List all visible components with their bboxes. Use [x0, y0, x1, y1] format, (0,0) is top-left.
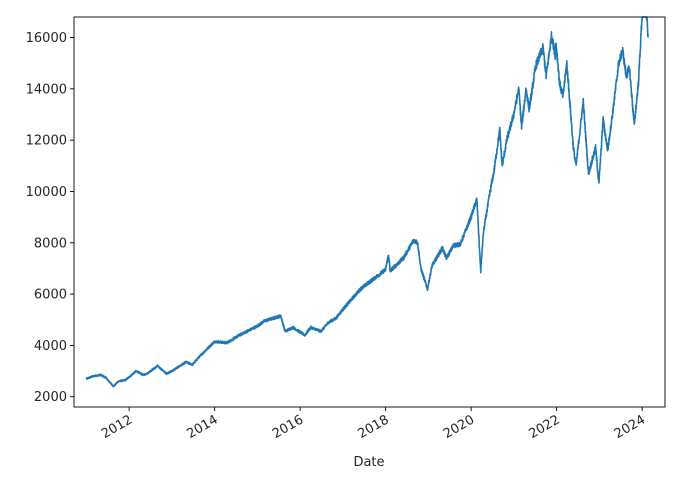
x-tick-label: 2018: [355, 412, 391, 442]
y-tick-label: 10000: [26, 185, 67, 200]
x-axis-label: Date: [353, 455, 384, 470]
y-tick-label: 4000: [34, 339, 67, 354]
plot-area: [74, 17, 665, 407]
x-tick-label: 2012: [99, 412, 135, 442]
y-tick-label: 12000: [26, 134, 67, 149]
x-tick-label: 2014: [184, 412, 220, 442]
x-tick-label: 2022: [526, 412, 562, 442]
y-tick-label: 16000: [26, 31, 67, 46]
plot-frame: [74, 17, 665, 407]
y-tick-label: 8000: [34, 236, 67, 251]
x-tick-label: 2020: [441, 412, 477, 442]
y-tick-label: 2000: [34, 390, 67, 405]
x-axis: 2012 2014 2016 2018 2020 2022 2024: [99, 407, 648, 442]
y-tick-label: 14000: [26, 82, 67, 97]
y-axis: 2000 4000 6000 8000 10000 12000 14000 16000: [26, 31, 74, 405]
x-tick-label: 2024: [612, 412, 648, 442]
y-tick-label: 6000: [34, 288, 67, 303]
x-tick-label: 2016: [270, 412, 306, 442]
series-line: [86, 17, 648, 387]
